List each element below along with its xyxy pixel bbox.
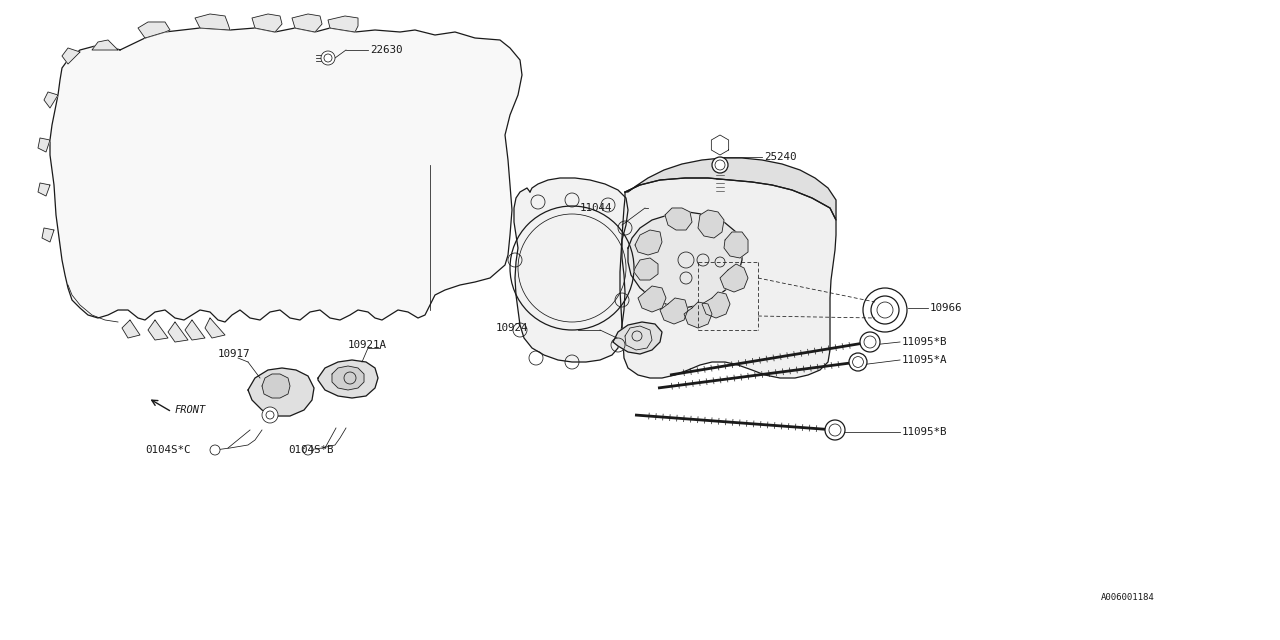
Polygon shape xyxy=(38,138,50,152)
Polygon shape xyxy=(148,320,168,340)
Circle shape xyxy=(826,420,845,440)
Text: 0104S*B: 0104S*B xyxy=(288,445,334,455)
Polygon shape xyxy=(50,28,522,322)
Polygon shape xyxy=(248,368,314,416)
Text: 10966: 10966 xyxy=(931,303,963,313)
Text: 0104S*C: 0104S*C xyxy=(145,445,191,455)
Polygon shape xyxy=(317,360,378,398)
Circle shape xyxy=(849,353,867,371)
Text: 11095*B: 11095*B xyxy=(902,337,947,347)
Circle shape xyxy=(712,157,728,173)
Polygon shape xyxy=(195,14,230,30)
Circle shape xyxy=(303,445,314,455)
Polygon shape xyxy=(637,286,666,312)
Polygon shape xyxy=(701,292,730,318)
Polygon shape xyxy=(613,322,662,354)
Polygon shape xyxy=(719,264,748,292)
Polygon shape xyxy=(634,258,658,280)
Polygon shape xyxy=(262,374,291,398)
Polygon shape xyxy=(42,228,54,242)
Polygon shape xyxy=(186,320,205,340)
Text: 10924: 10924 xyxy=(497,323,529,333)
Polygon shape xyxy=(620,178,836,378)
Polygon shape xyxy=(666,208,692,230)
Polygon shape xyxy=(625,158,836,220)
Polygon shape xyxy=(515,178,628,362)
Text: 22630: 22630 xyxy=(370,45,402,55)
Text: 11095*A: 11095*A xyxy=(902,355,947,365)
Polygon shape xyxy=(698,210,724,238)
Polygon shape xyxy=(332,366,364,390)
Polygon shape xyxy=(684,302,712,328)
Polygon shape xyxy=(660,298,689,324)
Text: 11095*B: 11095*B xyxy=(902,427,947,437)
Polygon shape xyxy=(724,232,748,258)
Text: A006001184: A006001184 xyxy=(1101,593,1155,602)
Circle shape xyxy=(860,332,881,352)
Text: 10921A: 10921A xyxy=(348,340,387,350)
Circle shape xyxy=(863,288,908,332)
Polygon shape xyxy=(328,16,358,32)
Polygon shape xyxy=(635,230,662,255)
Text: 25240: 25240 xyxy=(764,152,796,162)
Polygon shape xyxy=(122,320,140,338)
Circle shape xyxy=(210,445,220,455)
Polygon shape xyxy=(205,318,225,338)
Circle shape xyxy=(262,407,278,423)
Polygon shape xyxy=(92,40,118,50)
Polygon shape xyxy=(44,92,58,108)
Polygon shape xyxy=(252,14,282,32)
Text: FRONT: FRONT xyxy=(175,405,206,415)
Circle shape xyxy=(321,51,335,65)
Polygon shape xyxy=(168,322,188,342)
Polygon shape xyxy=(712,135,728,155)
Text: 11044: 11044 xyxy=(580,203,613,213)
Text: 10917: 10917 xyxy=(218,349,251,359)
Polygon shape xyxy=(628,212,742,308)
Polygon shape xyxy=(38,183,50,196)
Polygon shape xyxy=(61,48,79,64)
Polygon shape xyxy=(138,22,170,38)
Polygon shape xyxy=(292,14,323,32)
